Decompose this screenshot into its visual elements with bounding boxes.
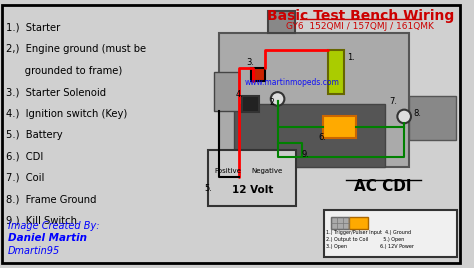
Text: 7.)  Coil: 7.) Coil — [6, 173, 44, 183]
Bar — [234, 104, 385, 167]
Text: 3.)  Starter Solenoid: 3.) Starter Solenoid — [6, 87, 106, 97]
Text: Negative: Negative — [251, 168, 283, 174]
Text: 9.: 9. — [302, 150, 310, 159]
Bar — [209, 150, 296, 206]
Bar — [323, 117, 356, 138]
Text: 1.)  Starter: 1.) Starter — [6, 23, 60, 33]
Text: 1.: 1. — [346, 53, 355, 62]
Text: 2.: 2. — [270, 98, 277, 107]
Bar — [349, 217, 368, 229]
Text: 4.: 4. — [236, 90, 244, 99]
Text: 3.) Open                      6.) 12V Power: 3.) Open 6.) 12V Power — [326, 244, 414, 249]
Bar — [268, 11, 295, 33]
Text: 6.)  CDI: 6.) CDI — [6, 151, 43, 162]
Text: 5.: 5. — [204, 184, 212, 193]
Text: Dmartin95: Dmartin95 — [8, 246, 60, 256]
Text: 7.: 7. — [390, 97, 398, 106]
Text: Image Created By:: Image Created By: — [8, 221, 99, 231]
Text: 8.: 8. — [413, 109, 421, 118]
Text: 8.)  Frame Ground: 8.) Frame Ground — [6, 194, 96, 204]
Bar — [214, 72, 238, 111]
Bar — [324, 210, 457, 257]
Bar — [409, 96, 456, 140]
Text: Positive: Positive — [214, 168, 241, 174]
Text: 2.) Output to Coil          5.) Open: 2.) Output to Coil 5.) Open — [326, 237, 404, 242]
Bar — [251, 68, 265, 81]
Text: 1.) Trigger/Pulser Input  4.) Ground: 1.) Trigger/Pulser Input 4.) Ground — [326, 230, 411, 235]
Text: 5.)  Battery: 5.) Battery — [6, 130, 63, 140]
Text: 2,)  Engine ground (must be: 2,) Engine ground (must be — [6, 44, 146, 54]
Text: www.martinmopeds.com: www.martinmopeds.com — [245, 77, 339, 87]
Text: 4.)  Ignition switch (Key): 4.) Ignition switch (Key) — [6, 109, 127, 119]
Text: GY6  152QMI / 157QMJ / 161QMK: GY6 152QMI / 157QMJ / 161QMK — [286, 22, 434, 31]
Bar — [328, 50, 344, 94]
Text: Basic Test Bench Wiring: Basic Test Bench Wiring — [267, 9, 454, 23]
Bar — [219, 33, 409, 167]
Circle shape — [397, 110, 411, 123]
Circle shape — [271, 92, 284, 106]
Text: AC CDI: AC CDI — [354, 179, 411, 194]
Text: 12 Volt: 12 Volt — [232, 185, 273, 195]
Bar — [242, 96, 259, 111]
Text: 9.)  Kill Switch: 9.) Kill Switch — [6, 216, 77, 226]
Text: 3.: 3. — [246, 58, 255, 67]
Text: grounded to frame): grounded to frame) — [6, 66, 122, 76]
Text: 6.: 6. — [319, 133, 327, 142]
Bar — [331, 217, 349, 229]
Text: Daniel Martin: Daniel Martin — [8, 233, 87, 243]
